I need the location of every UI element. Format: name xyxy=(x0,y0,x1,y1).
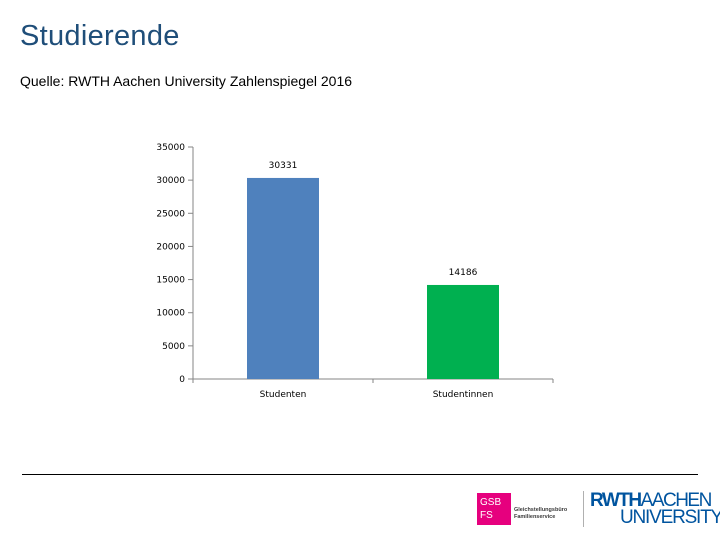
footer-divider xyxy=(22,474,698,475)
rwth-logo-line2: UNIVERSITY xyxy=(620,507,720,528)
y-tick-label: 30000 xyxy=(156,176,185,186)
bar-chart: 0 5000 10000 15000 20000 25000 30000 35000 Stud… xyxy=(156,143,554,400)
bar-studentinnen xyxy=(427,284,499,379)
gsb-logo-text2: Familienservice xyxy=(514,514,556,520)
y-tick-label: 35000 xyxy=(156,143,185,153)
gsb-logo-line1: GSB xyxy=(480,497,502,508)
gsb-logo-text1: Gleichstellungsbüro xyxy=(514,507,568,513)
y-tick-label: 0 xyxy=(179,375,185,385)
rwth-logo-line1: RWTHAACHEN xyxy=(590,490,713,511)
x-axis: Studenten Studentinnen xyxy=(192,378,554,400)
y-tick-label: 10000 xyxy=(156,309,185,319)
data-label-studenten: 30331 xyxy=(269,161,298,171)
x-tick-label-studenten: Studenten xyxy=(260,390,307,400)
source-citation: Quelle: RWTH Aachen University Zahlenspi… xyxy=(20,73,353,89)
rwth-logo-rwth: RWTH xyxy=(590,490,642,511)
bars xyxy=(247,177,499,379)
logo-divider xyxy=(583,491,584,527)
gsb-logo-line2: FS xyxy=(480,510,493,521)
gsb-fs-logo: GSB FS Gleichstellungsbüro Familienservi… xyxy=(477,493,577,525)
y-tick-label: 15000 xyxy=(156,276,185,286)
y-axis: 0 5000 10000 15000 20000 25000 30000 35000 xyxy=(156,143,194,385)
data-labels: 30331 14186 xyxy=(269,161,478,278)
x-tick-label-studentinnen: Studentinnen xyxy=(433,390,494,400)
slide-title: Studierende xyxy=(20,20,180,52)
data-label-studentinnen: 14186 xyxy=(449,268,478,278)
y-tick-label: 20000 xyxy=(156,242,185,252)
rwth-logo-aachen: AACHEN xyxy=(640,490,713,511)
gsb-logo-text: Gleichstellungsbüro Familienservice xyxy=(514,507,567,521)
y-tick-label: 25000 xyxy=(156,209,185,219)
y-tick-label: 5000 xyxy=(162,342,185,352)
rwth-aachen-logo: RWTHAACHEN UNIVERSITY xyxy=(590,490,720,527)
gsb-logo-box: GSB FS xyxy=(477,493,511,525)
bar-studenten xyxy=(247,177,319,379)
